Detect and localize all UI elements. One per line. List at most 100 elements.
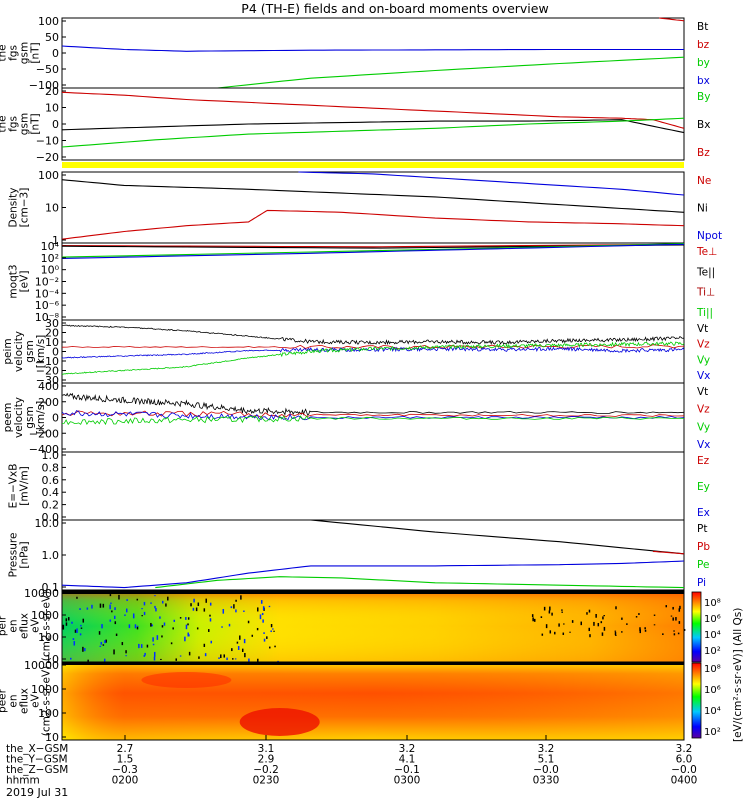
heatmap-speck [665, 605, 668, 608]
heatmap-speck [257, 658, 259, 662]
heatmap-speck [160, 658, 162, 661]
x-row-value: 0200 [112, 775, 139, 787]
heatmap-speck [231, 648, 233, 652]
panel-frame [61, 519, 685, 591]
y-axis-label-line: peim [2, 338, 14, 364]
y-tick-label: 0.1 [42, 581, 60, 594]
heatmap-speck [262, 606, 265, 611]
y-axis-label-line: E=−VxB [8, 464, 20, 509]
x-row-value: −0.1 [394, 764, 420, 776]
legend-Vz: Vz [697, 404, 710, 416]
heatmap-speck [235, 609, 237, 613]
y-tick-label: 1 [52, 234, 59, 247]
series-Vz [61, 344, 685, 350]
y-axis-label: thefgsgsm[nT] [0, 113, 42, 135]
y-axis-label-line: eV [30, 618, 42, 632]
legend-Vx: Vx [697, 370, 710, 382]
series-By [61, 117, 685, 148]
heatmap-speck [103, 658, 106, 662]
x-row-label: the_X−GSM [6, 743, 68, 755]
heatmap-speck [662, 633, 664, 636]
y-axis-label-line: the [0, 409, 3, 426]
heatmap-speck [138, 643, 140, 649]
y-axis-label-line: peer [0, 688, 9, 713]
heatmap-speck [62, 624, 65, 630]
legend-Bx: Bx [697, 119, 710, 131]
heatmap-speck [140, 644, 143, 648]
series-Ne [61, 209, 685, 240]
series-Vt [61, 392, 685, 416]
heatmap-speck [675, 617, 677, 621]
y-tick-label: 100 [38, 169, 59, 182]
x-row-value: −0.0 [533, 764, 559, 776]
x-row-value: 0330 [533, 775, 560, 787]
heatmap-hotspot [141, 672, 232, 688]
heatmap-speck [144, 652, 146, 656]
panel-frame [61, 242, 685, 321]
heatmap-speck [240, 595, 242, 600]
heatmap-speck [73, 641, 76, 646]
heatmap-speck [234, 658, 237, 660]
heatmap-speck [274, 645, 276, 648]
heatmap-speck [532, 617, 534, 622]
heatmap-speck [141, 608, 143, 610]
heatmap-speck [626, 623, 628, 625]
heatmap-speck [653, 624, 656, 626]
y-tick-label: 0.8 [42, 461, 60, 474]
legend-Ni: Ni [697, 203, 708, 215]
heatmap-speck [541, 633, 544, 636]
heatmap-speck [125, 608, 128, 613]
legend-Vy: Vy [697, 421, 710, 433]
heatmap-speck [678, 621, 681, 624]
y-tick-label: 10⁻⁶ [35, 299, 60, 312]
panel-frame [61, 171, 685, 244]
y-axis-label-line: Density [8, 188, 20, 228]
y-tick-label: 20 [45, 327, 59, 340]
colorbar-tick-top: 10² [704, 646, 721, 657]
y-tick-label: −30 [36, 374, 59, 387]
y-axis-label-line: Pressure [8, 533, 20, 578]
heatmap-speck [256, 627, 259, 631]
y-tick-label: 1000 [31, 683, 59, 696]
y-tick-label: 10000 [24, 587, 59, 600]
heatmap-speck [136, 598, 139, 601]
heatmap-speck [580, 621, 583, 626]
heatmap-speck [79, 633, 82, 636]
heatmap-speck [87, 659, 89, 662]
panel-frame [61, 17, 685, 89]
heatmap-speck [270, 623, 273, 628]
series-Pt [310, 519, 685, 555]
heatmap-speck [153, 656, 156, 661]
heatmap-speck [114, 621, 117, 625]
heatmap-speck [562, 632, 565, 635]
heatmap-speck [588, 609, 591, 613]
heatmap-speck [74, 629, 77, 633]
heatmap-speck [266, 636, 268, 639]
legend-Te: Te|| [696, 266, 715, 278]
heatmap-speck [98, 631, 101, 635]
y-axis-label-line: gsm [19, 113, 31, 135]
heatmap-speck [109, 619, 112, 622]
legend-Pb: Pb [697, 541, 710, 553]
heatmap-speck [102, 644, 105, 646]
heatmap-speck [600, 621, 603, 624]
panel-density: 100 10 1 Density[cm−3] Ne Ni Npot [8, 169, 723, 247]
heatmap-speck [273, 630, 275, 632]
heatmap-speck [113, 649, 115, 655]
y-axis-label-line: peir [0, 615, 9, 636]
heatmap-speck [593, 621, 595, 626]
y-tick-label: 100 [38, 707, 59, 720]
y-tick-label: 10⁻² [35, 276, 59, 289]
heatmap-speck [543, 606, 546, 611]
heatmap-speck [150, 602, 152, 604]
heatmap-speck [175, 658, 177, 661]
y-axis-label: moqt3[eV] [8, 264, 31, 298]
x-row-value: 3.2 [676, 743, 693, 755]
heatmap-speck [241, 648, 244, 652]
heatmap-speck [71, 621, 73, 624]
heatmap-speck [196, 627, 199, 630]
series-Vx [61, 410, 685, 421]
heatmap-speck [237, 646, 240, 650]
heatmap-speck [195, 607, 198, 612]
